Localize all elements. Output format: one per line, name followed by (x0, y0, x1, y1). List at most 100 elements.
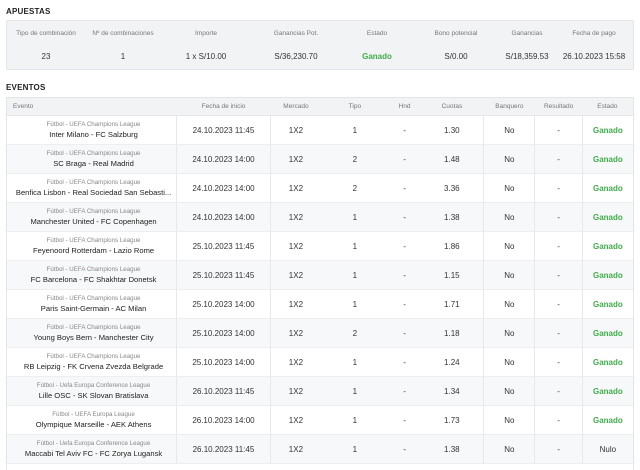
event-match: Benfica Lisbon - Real Sociedad San Sebas… (15, 188, 172, 197)
event-handicap: - (403, 183, 406, 193)
events-header-cell: Evento (13, 103, 34, 110)
event-odds: 1.15 (444, 270, 460, 280)
event-market: 1X2 (288, 125, 304, 135)
event-match: Feyenoord Rotterdam - Lazio Rome (32, 246, 155, 255)
event-banker: No (483, 435, 536, 463)
event-league: Fútbol - UEFA Champions League (46, 237, 141, 244)
event-status-badge: Ganado (581, 290, 633, 318)
table-row: Fútbol - UEFA Champions League Manchester… (7, 203, 633, 232)
event-handicap: - (403, 386, 406, 396)
event-odds: 1.38 (444, 212, 460, 222)
event-start-date: 26.10.2023 14:00 (176, 406, 271, 434)
event-league: Fútbol - UEFA Champions League (46, 266, 141, 273)
event-league: Fútbol - UEFA Champions League (46, 295, 141, 302)
table-row: Fútbol - UEFA Champions League Paris Sain… (7, 290, 633, 319)
event-match: Manchester United - FC Copenhagen (30, 217, 157, 226)
event-league: Fútbol - UEFA Europa League (52, 411, 135, 418)
event-odds: 1.18 (444, 328, 460, 338)
events-header-cell: Mercado (283, 103, 309, 110)
event-pick-type: 2 (352, 154, 358, 164)
event-market: 1X2 (288, 357, 304, 367)
bets-header-cell: Tipo de combinación (16, 29, 76, 37)
potential-bonus-value: S/0.00 (444, 51, 468, 61)
event-handicap: - (403, 357, 406, 367)
event-handicap: - (403, 212, 406, 222)
event-league: Fútbol - Uefa Europa Conference League (36, 440, 151, 447)
table-row: Fútbol - UEFA Champions League Benfica Li… (7, 174, 633, 203)
event-cell: Fútbol - Uefa Europa Conference League Ma… (7, 439, 176, 459)
event-start-date: 25.10.2023 11:45 (176, 232, 271, 260)
events-section-title: EVENTOS (6, 83, 46, 92)
event-cell: Fútbol - UEFA Champions League Inter Mila… (7, 120, 176, 140)
events-header-cell: Tipo (348, 103, 362, 110)
bets-header-cell: Ganancias Pot. (273, 29, 319, 37)
event-cell: Fútbol - UEFA Europa League Olympique Mar… (7, 410, 176, 430)
events-header-cell: Hnd (398, 103, 411, 110)
table-row: Fútbol - UEFA Champions League RB Leipzig… (7, 348, 633, 377)
event-cell: Fútbol - UEFA Champions League Manchester… (7, 207, 176, 227)
table-row: Fútbol - Uefa Europa Conference League Li… (7, 377, 633, 406)
event-odds: 3.36 (444, 183, 460, 193)
table-row: Fútbol - UEFA Champions League Inter Mila… (7, 116, 633, 145)
bets-header-cell: Estado (366, 29, 388, 37)
event-pick-type: 1 (352, 125, 358, 135)
event-status-badge: Ganado (581, 377, 633, 405)
event-league: Fútbol - UEFA Champions League (46, 324, 141, 331)
combination-type-value: 23 (41, 51, 51, 61)
event-league: Fútbol - UEFA Champions League (46, 353, 141, 360)
events-header-row: Evento Fecha de inicio Mercado Tipo Hnd … (7, 98, 633, 116)
event-handicap: - (403, 299, 406, 309)
event-market: 1X2 (288, 299, 304, 309)
table-row: Fútbol - UEFA Champions League Feyenoord … (7, 232, 633, 261)
bets-header-cell: Importe (194, 29, 218, 37)
bets-header-cell: Ganancias (511, 29, 543, 37)
event-result: - (557, 154, 560, 164)
event-start-date: 26.10.2023 11:45 (176, 435, 271, 463)
event-odds: 1.86 (444, 241, 460, 251)
event-banker: No (483, 261, 536, 289)
event-match: Paris Saint-Germain - AC Milan (40, 304, 147, 313)
table-row: Fútbol - Uefa Europa Conference League Ma… (7, 435, 633, 464)
event-start-date: 26.10.2023 11:45 (176, 377, 271, 405)
event-match: SC Braga - Real Madrid (53, 159, 134, 168)
event-market: 1X2 (288, 154, 304, 164)
event-market: 1X2 (288, 328, 304, 338)
event-start-date: 25.10.2023 14:00 (176, 319, 271, 347)
event-match: Young Boys Bern - Manchester City (33, 333, 154, 342)
events-header-cell: Resultado (543, 103, 574, 110)
event-banker: No (483, 203, 536, 231)
event-status-badge: Ganado (581, 406, 633, 434)
event-pick-type: 1 (352, 357, 358, 367)
event-odds: 1.30 (444, 125, 460, 135)
stake-value: 1 x S/10.00 (185, 51, 227, 61)
event-cell: Fútbol - UEFA Champions League RB Leipzig… (7, 352, 176, 372)
table-row: Fútbol - UEFA Champions League Young Boys… (7, 319, 633, 348)
event-pick-type: 1 (352, 299, 358, 309)
event-banker: No (483, 377, 536, 405)
event-status-badge: Ganado (581, 232, 633, 260)
bets-value-row: 23 1 1 x S/10.00 S/36,230.70 Ganado S/0.… (7, 45, 633, 67)
events-header-cell: Fecha de inicio (201, 103, 246, 110)
event-cell: Fútbol - UEFA Champions League FC Barcelo… (7, 265, 176, 285)
event-status-badge: Ganado (581, 319, 633, 347)
event-odds: 1.38 (444, 444, 460, 454)
table-row: Fútbol - UEFA Champions League FC Barcelo… (7, 261, 633, 290)
event-pick-type: 1 (352, 270, 358, 280)
event-start-date: 24.10.2023 11:45 (176, 116, 271, 144)
event-banker: No (483, 406, 536, 434)
bets-section-title: APUESTAS (6, 7, 51, 16)
table-row: Fútbol - UEFA Champions League SC Braga -… (7, 145, 633, 174)
event-banker: No (483, 348, 536, 376)
event-result: - (557, 299, 560, 309)
event-pick-type: 2 (352, 328, 358, 338)
event-status-badge: Ganado (581, 203, 633, 231)
events-table-body: Fútbol - UEFA Champions League Inter Mila… (7, 116, 633, 464)
event-start-date: 24.10.2023 14:00 (176, 145, 271, 173)
event-cell: Fútbol - UEFA Champions League Young Boys… (7, 323, 176, 343)
payment-date-value: 26.10.2023 15:58 (562, 51, 626, 61)
event-cell: Fútbol - Uefa Europa Conference League Li… (7, 381, 176, 401)
event-start-date: 24.10.2023 14:00 (176, 203, 271, 231)
event-league: Fútbol - UEFA Champions League (46, 150, 141, 157)
bets-summary-panel: Tipo de combinación Nº de combinaciones … (6, 20, 634, 70)
event-banker: No (483, 116, 536, 144)
